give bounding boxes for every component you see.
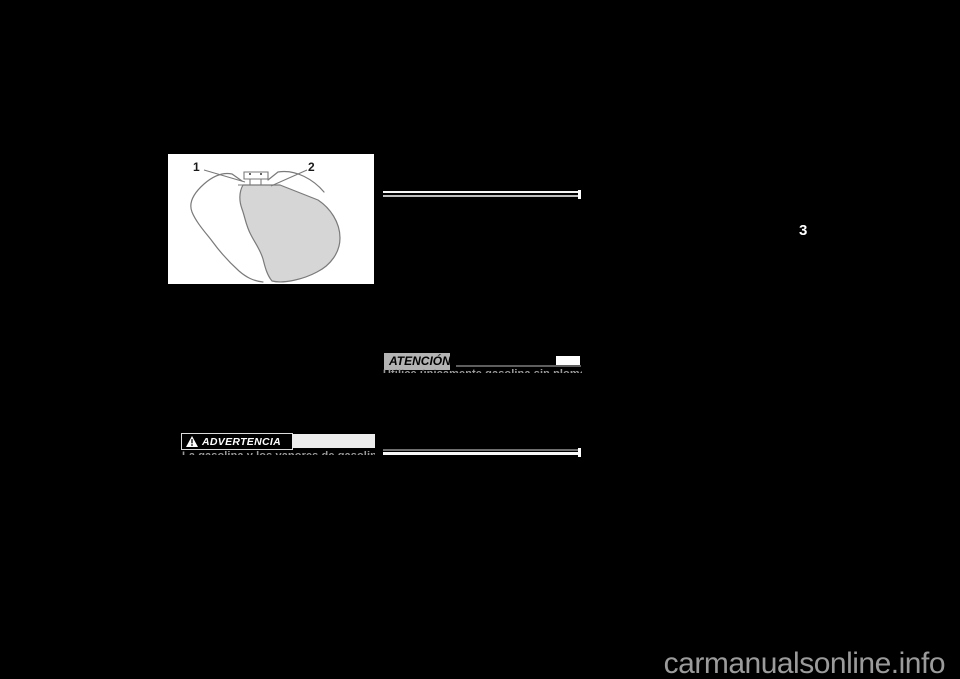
rule-line [383,449,581,451]
rule-line [383,195,581,197]
rule-line [383,191,581,193]
caution-heading: ATENCIÓN [384,353,451,370]
caution-label: ATENCIÓN [389,354,451,368]
callout-1: 1 [193,160,200,174]
clipped-text: Utilice únicamente gasolina sin plomo [383,369,582,373]
section-code-highlight [556,356,580,365]
shaded-region [239,184,341,283]
chapter-number: 3 [799,222,808,239]
rule-end-tick [578,190,581,199]
rule-line [383,452,581,455]
caution-underline [456,365,581,367]
section-divider-rule-top [383,190,581,199]
fuel-tank-diagram: 1 2 [168,154,374,284]
warning-heading: ADVERTENCIA [181,433,293,450]
callout-2: 2 [308,160,315,174]
clipped-text: La gasolina y los vapores de gasolina [182,451,375,455]
clipped-text-line: Utilice únicamente gasolina sin plomo [383,369,582,373]
rule-end-tick [578,448,581,457]
clipped-text-line: La gasolina y los vapores de gasolina [182,451,375,455]
warning-triangle-icon [186,436,198,447]
section-divider-rule-bottom [383,448,581,457]
warning-label: ADVERTENCIA [202,435,281,448]
fuel-tank-line-art: 1 2 [190,160,341,283]
site-watermark: carmanualsonline.info [663,647,946,679]
warning-heading-side-bar [292,434,375,448]
